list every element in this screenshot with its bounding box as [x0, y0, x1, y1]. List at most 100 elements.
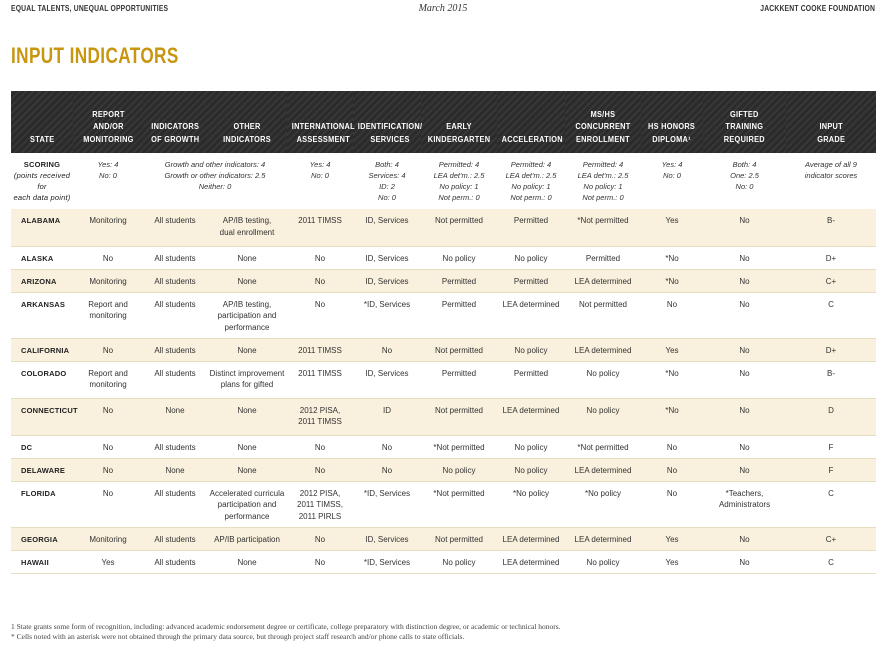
scoring-text: Neither: 0 [198, 182, 232, 191]
cell-text: No [666, 465, 678, 475]
scoring-text: Yes: 4 [309, 160, 331, 169]
cell-text: All students [154, 276, 196, 286]
table-cell: No [73, 246, 143, 270]
table-cell: Distinct improvement plans for gifted [207, 361, 287, 399]
cell-text: No [739, 442, 750, 452]
scoring-text: No policy: 1 [583, 182, 623, 191]
cell-text: No policy [586, 368, 620, 378]
state-cell: ARIZONA [11, 269, 73, 293]
scoring-text: indicator scores [804, 171, 858, 180]
table-cell: Yes [641, 338, 703, 362]
cell-text: No policy [514, 253, 548, 263]
table-cell: LEA determined [565, 269, 641, 293]
cell-text: No [739, 345, 750, 355]
table-cell: B- [786, 209, 876, 247]
table-cell: All students [143, 209, 207, 247]
cell-text: No [314, 253, 326, 263]
table-row: COLORADO Report and monitoring All students… [11, 361, 876, 399]
cell-text: No [739, 557, 750, 567]
page-title: INPUT INDICATORS [11, 43, 179, 68]
column-header-line: INDICATORS [223, 134, 271, 144]
column-header: REPORT AND/OR MONITORING [73, 91, 143, 153]
column-header-line: KINDERGARTEN [427, 134, 491, 144]
table-cell: AP/IB participation [207, 527, 287, 551]
cell-text: All students [154, 345, 196, 355]
table-cell: No policy [421, 550, 497, 574]
cell-text: *Not permitted [577, 216, 629, 225]
cell-text: D+ [825, 253, 837, 263]
cell-text: Permitted [585, 253, 621, 263]
table-cell: No [703, 550, 786, 574]
cell-text: C+ [825, 534, 837, 544]
cell-text: Yes [665, 345, 679, 355]
cell-text: LEA determined [574, 345, 632, 355]
scoring-text: ID: 2 [379, 182, 395, 191]
cell-text: No policy [514, 442, 548, 452]
scoring-label: SCORING [23, 160, 61, 169]
scoring-cell: Permitted: 4 LEA det'm.: 2.5 No policy: 1 N… [565, 153, 641, 209]
cell-text: No [314, 557, 326, 567]
table-row: CALIFORNIA No All students None 2011 TIMSS No… [11, 338, 876, 362]
cell-text: C [828, 299, 834, 309]
column-header: HS HONORS DIPLOMA¹ [641, 91, 703, 153]
column-header: EARLY KINDERGARTEN [421, 91, 497, 153]
column-header-line: IDENTIFICATION/ [357, 122, 423, 131]
column-header-line: TRAINING [725, 122, 764, 131]
table-cell: D+ [786, 246, 876, 270]
cell-text: B- [827, 368, 835, 378]
column-header-label: INPUT GRADE [817, 121, 845, 146]
column-header: IDENTIFICATION/SERVICES [353, 91, 423, 153]
scoring-text: No: 0 [378, 193, 396, 202]
column-header: STATE [11, 91, 73, 153]
cell-text: No [739, 299, 750, 309]
table-cell: No [73, 435, 143, 459]
cell-text: D+ [825, 345, 837, 355]
state-cell: DC [11, 435, 73, 459]
cell-text: 2011 TIMSS [298, 216, 342, 225]
column-header-line: EARLY [446, 122, 472, 131]
table-cell: LEA determined [497, 527, 565, 551]
table-cell: No [703, 292, 786, 339]
scoring-text: No: 0 [735, 182, 754, 191]
state-cell: ALASKA [11, 246, 73, 270]
table-cell: Report and monitoring [73, 292, 143, 339]
table-cell: 2012 PISA, 2011 TIMSS, 2011 PIRLS [287, 481, 353, 528]
state-cell: ALABAMA [11, 209, 73, 247]
state-cell: ARKANSAS [11, 292, 73, 339]
table-cell: No [703, 435, 786, 459]
table-cell: AP/IB testing, dual enrollment [207, 209, 287, 247]
column-header-label: MS/HS CONCURRENT ENROLLMENT [575, 109, 630, 147]
table-cell: Yes [73, 550, 143, 574]
column-header-label: STATE [30, 134, 54, 147]
scoring-text: No policy: 1 [439, 182, 479, 191]
column-header-line: CONCURRENT [575, 122, 631, 131]
table-cell: All students [143, 269, 207, 293]
table-cell: ID, Services [353, 361, 421, 399]
cell-text: None [237, 465, 257, 475]
table-cell: LEA determined [497, 292, 565, 339]
cell-text: *Not permitted [577, 442, 629, 452]
cell-text: No policy [442, 557, 476, 567]
cell-text: Permitted [513, 276, 549, 286]
cell-text: ID, Services [365, 368, 409, 378]
column-header-label: ACCELERATION [502, 134, 563, 147]
cell-text: 2011 TIMSS [298, 368, 342, 378]
cell-text: Yes [665, 557, 679, 567]
cell-text: No [666, 442, 678, 452]
cell-text: 2011 TIMSS [298, 345, 342, 355]
cell-text: LEA determined [574, 465, 632, 475]
cell-text: No [666, 299, 678, 309]
scoring-cell: Permitted: 4 LEA det'm.: 2.5 No policy: 1 N… [497, 153, 565, 209]
cell-text: Administrators [718, 500, 771, 509]
scoring-text: One: 2.5 [730, 171, 759, 180]
cell-text: Permitted [441, 276, 477, 286]
footnotes: 1 State grants some form of recognition,… [11, 622, 561, 642]
scoring-text: Average of all 9 [805, 160, 857, 169]
table-row: HAWAII Yes All students None No *ID, Services… [11, 550, 876, 574]
table-cell: No [703, 527, 786, 551]
table-cell: No [641, 481, 703, 528]
cell-text: C [828, 557, 834, 567]
scoring-sublabel-line: each data point) [13, 193, 71, 202]
table-cell: AP/IB testing, participation and performan… [207, 292, 287, 339]
table-cell: None [207, 269, 287, 293]
